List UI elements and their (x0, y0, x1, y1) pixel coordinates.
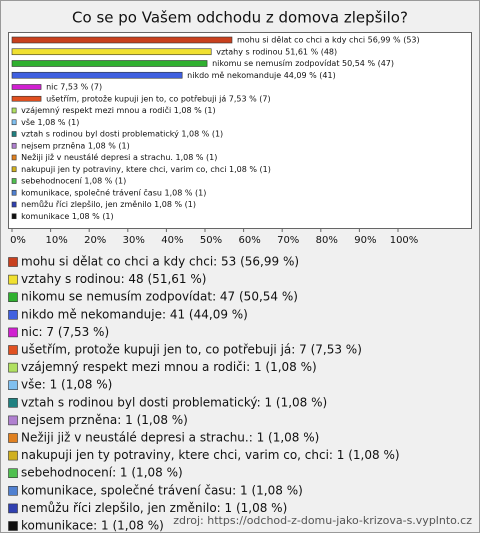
legend-label: ušetřím, protože kupuji jen to, co potře… (21, 343, 362, 357)
legend-swatch (8, 292, 18, 303)
bar-label: nikdo mě nekomanduje 44,09 % (41) (187, 71, 336, 80)
legend-label: nakupuji jen ty potraviny, ktere chci, v… (21, 448, 400, 462)
legend-swatch (8, 450, 18, 461)
x-tick-label: 50% (200, 235, 222, 246)
x-tick-label: 100% (390, 235, 419, 246)
legend-label: vztah s rodinou byl dosti problematický:… (21, 395, 327, 409)
legend-label: vše: 1 (1,08 %) (21, 378, 112, 392)
legend-label: nic: 7 (7,53 %) (21, 325, 109, 339)
x-tick-label: 20% (84, 235, 106, 246)
x-tick-label: 30% (123, 235, 145, 246)
legend-swatch (8, 485, 18, 496)
legend-label: vztahy s rodinou: 48 (51,61 %) (21, 272, 206, 286)
legend-swatch (8, 345, 18, 355)
legend-label: nikdo mě nekomanduje: 41 (44,09 %) (21, 307, 248, 321)
bar-label: vzájemný respekt mezi mnou a rodiči 1,08… (21, 105, 215, 115)
bar (11, 36, 233, 44)
bar-label: ušetřím, protože kupuji jen to, co potře… (46, 93, 271, 103)
bar (11, 60, 208, 67)
bar (11, 84, 42, 90)
bar (11, 71, 183, 79)
legend-label: vzájemný respekt mezi mnou a rodiči: 1 (… (21, 360, 317, 374)
bar (11, 213, 17, 220)
bar-label: komunikace 1,08 % (1) (21, 212, 114, 221)
bar-label: nikomu se nemusím zodpovídat 50,54 % (47… (212, 59, 394, 68)
bar (11, 107, 17, 114)
bar (11, 201, 17, 208)
legend-label: sebehodnocení: 1 (1,08 %) (21, 466, 183, 480)
bar-label: nic 7,53 % (7) (46, 83, 102, 92)
bar-label: mohu si dělat co chci a kdy chci 56,99 %… (237, 36, 420, 45)
x-tick-label: 10% (45, 235, 67, 246)
legend-swatch (8, 521, 18, 531)
bar (11, 166, 17, 173)
legend-swatch (8, 380, 18, 391)
legend-swatch (8, 327, 18, 338)
legend-swatch (8, 503, 18, 514)
bar (11, 142, 17, 149)
x-tick-label: 90% (354, 235, 376, 246)
bar-label: nemůžu říci zlepšilo, jen změnilo 1,08 %… (21, 199, 196, 209)
bar (11, 95, 42, 102)
source: zdroj: https://odchod-z-domu-jako-krizov… (173, 514, 472, 527)
x-tick-label: 80% (316, 235, 338, 246)
bar-label: nakupuji jen ty potraviny, ktere chci, v… (21, 165, 271, 174)
legend-swatch (8, 362, 18, 373)
legend-label: komunikace, společné trávení času: 1 (1,… (21, 483, 303, 497)
bar (11, 189, 17, 196)
legend-swatch (8, 309, 18, 320)
legend-swatch (8, 274, 18, 285)
bar-label: vztah s rodinou byl dosti problematický … (21, 130, 223, 139)
chart-title: Co se po Vašem odchodu z domova zlepšilo… (72, 9, 408, 27)
bar-label: komunikace, společné trávení času 1,08 %… (21, 187, 206, 197)
legend-label: mohu si dělat co chci a kdy chci: 53 (56… (21, 255, 299, 269)
x-tick-label: 0% (10, 235, 26, 246)
bar (11, 178, 17, 184)
legend-label: komunikace: 1 (1,08 %) (21, 519, 164, 533)
legend-swatch (8, 257, 18, 267)
bar-label: Nežiji již v neustálé depresi a strachu.… (21, 152, 217, 162)
bar (11, 131, 17, 137)
x-tick-label: 40% (161, 235, 183, 246)
x-tick-label: 70% (277, 235, 299, 246)
legend-swatch (8, 415, 18, 426)
bar-label: nejsem przněna 1,08 % (1) (21, 141, 130, 150)
legend-label: nejsem przněna: 1 (1,08 %) (21, 413, 188, 427)
legend-swatch (8, 433, 18, 443)
legend-swatch (8, 397, 18, 408)
legend-label: nikomu se nemusím zodpovídat: 47 (50,54 … (21, 290, 298, 304)
legend-label: Nežiji již v neustálé depresi a strachu.… (21, 431, 319, 445)
bar-label: vztahy s rodinou 51,61 % (48) (216, 47, 337, 56)
bar (11, 154, 17, 161)
bar-label: sebehodnocení 1,08 % (1) (21, 177, 126, 186)
bar (11, 48, 212, 56)
bar (11, 119, 17, 126)
legend-swatch (8, 468, 18, 479)
legend-label: nemůžu říci zlepšilo, jen změnilo: 1 (1,… (21, 501, 287, 515)
bar-label: vše 1,08 % (1) (21, 117, 79, 127)
x-tick-label: 60% (238, 235, 260, 246)
